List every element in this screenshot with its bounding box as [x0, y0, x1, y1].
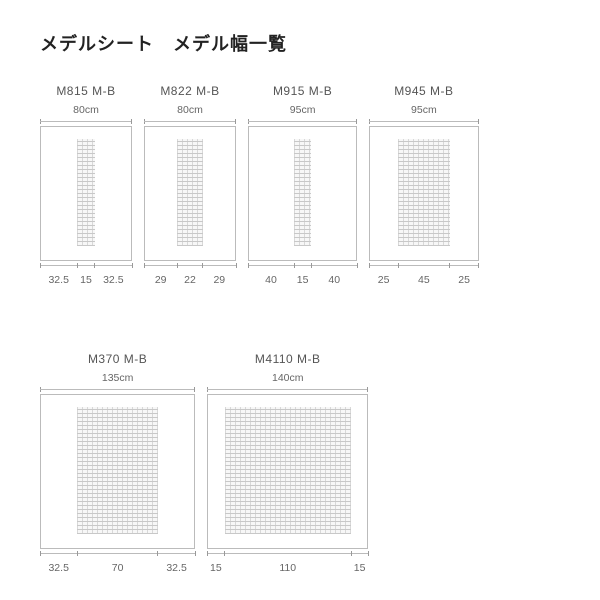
segment-label: 15 [351, 562, 368, 574]
sheet-card: M4110 M-B 140cm 1511015 [207, 352, 368, 574]
sheet-card: M915 M-B 95cm 401540 [248, 84, 357, 286]
segment-labels: 292229 [144, 274, 236, 286]
sheet-grid: M815 M-B80cm32.51532.5M822 M-B80cm292229… [40, 84, 570, 574]
sheet-rect [369, 126, 478, 261]
sheet-rect [248, 126, 357, 261]
mesh-area [177, 139, 202, 246]
segment-label: 29 [203, 274, 236, 286]
sheet-rect [40, 394, 195, 549]
sheet-card: M815 M-B 80cm 32.51532.5 [40, 84, 132, 286]
total-width-label: 95cm [411, 104, 437, 116]
model-label: M4110 M-B [255, 352, 321, 366]
sheet-rect [40, 126, 132, 261]
dimension-line-top [40, 119, 132, 124]
dimension-line-top [144, 119, 236, 124]
dimension-line-bottom [144, 263, 236, 268]
segment-label: 32.5 [95, 274, 132, 286]
dimension-line-bottom [248, 263, 357, 268]
model-label: M945 M-B [394, 84, 453, 98]
dimension-line-bottom [207, 551, 368, 556]
dimension-line-top [248, 119, 357, 124]
segment-label: 40 [311, 274, 357, 286]
total-width-label: 140cm [272, 372, 304, 384]
total-width-label: 135cm [102, 372, 134, 384]
segment-label: 15 [207, 562, 224, 574]
mesh-area [77, 407, 158, 534]
dimension-line-top [40, 387, 195, 392]
dimension-line-bottom [369, 263, 478, 268]
sheet-card: M945 M-B 95cm 254525 [369, 84, 478, 286]
model-label: M915 M-B [273, 84, 332, 98]
dimension-line-bottom [40, 551, 195, 556]
segment-label: 29 [144, 274, 177, 286]
segment-label: 25 [450, 274, 479, 286]
segment-label: 45 [398, 274, 450, 286]
mesh-area [77, 139, 94, 246]
segment-label: 15 [77, 274, 94, 286]
segment-label: 32.5 [40, 562, 77, 574]
segment-label: 32.5 [158, 562, 195, 574]
segment-label: 70 [77, 562, 158, 574]
segment-label: 110 [225, 562, 352, 574]
page-title: メデルシート メデル幅一覧 [40, 30, 570, 56]
segment-label: 40 [248, 274, 294, 286]
sheet-rect [144, 126, 236, 261]
model-label: M822 M-B [160, 84, 219, 98]
dimension-line-bottom [40, 263, 132, 268]
segment-labels: 254525 [369, 274, 478, 286]
segment-labels: 32.57032.5 [40, 562, 195, 574]
segment-label: 32.5 [40, 274, 77, 286]
sheet-rect [207, 394, 368, 549]
segment-labels: 32.51532.5 [40, 274, 132, 286]
segment-labels: 1511015 [207, 562, 368, 574]
model-label: M370 M-B [88, 352, 147, 366]
sheet-card: M822 M-B 80cm 292229 [144, 84, 236, 286]
dimension-line-top [207, 387, 368, 392]
mesh-area [398, 139, 450, 246]
segment-labels: 401540 [248, 274, 357, 286]
total-width-label: 80cm [73, 104, 99, 116]
total-width-label: 95cm [290, 104, 316, 116]
model-label: M815 M-B [56, 84, 115, 98]
dimension-line-top [369, 119, 478, 124]
segment-label: 22 [177, 274, 202, 286]
segment-label: 25 [369, 274, 398, 286]
mesh-area [294, 139, 311, 246]
segment-label: 15 [294, 274, 311, 286]
page: メデルシート メデル幅一覧 M815 M-B80cm32.51532.5M822… [0, 0, 600, 594]
total-width-label: 80cm [177, 104, 203, 116]
sheet-card: M370 M-B 135cm 32.57032.5 [40, 352, 195, 574]
mesh-area [225, 407, 352, 534]
